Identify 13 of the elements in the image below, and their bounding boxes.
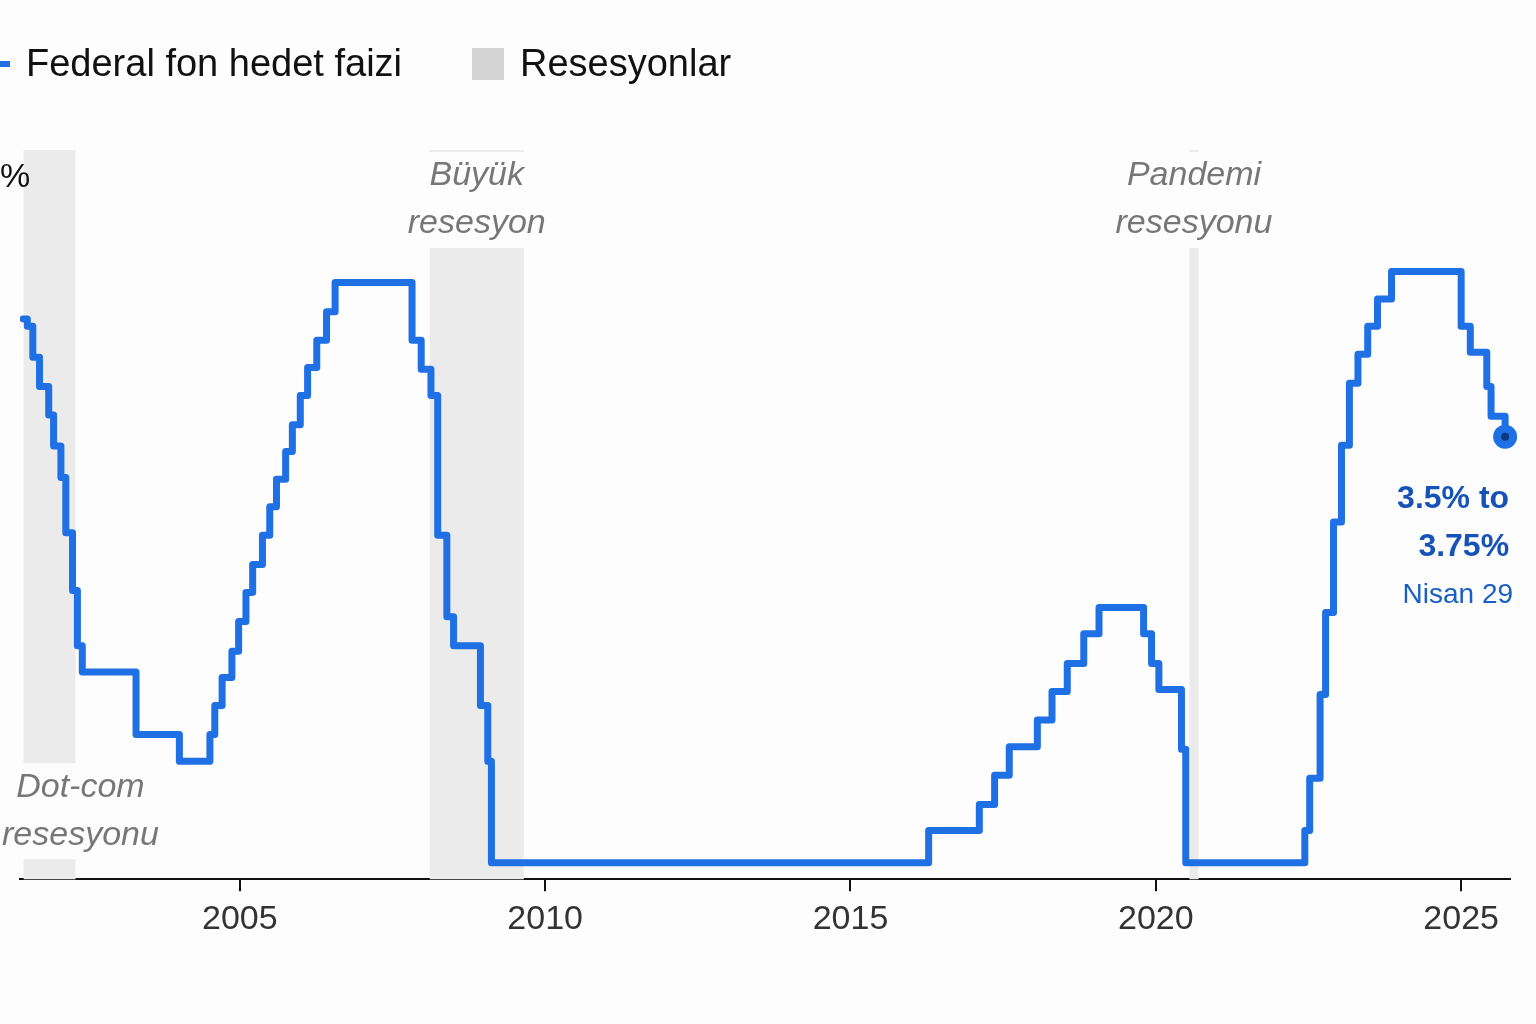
legend-label: Federal fon hedet faizi bbox=[26, 42, 403, 85]
band-label: Dot-com resesyonu bbox=[2, 765, 159, 852]
x-tick-label: 2010 bbox=[507, 897, 583, 936]
x-tick-label: 2020 bbox=[1118, 897, 1194, 936]
text: Resesyonlar bbox=[520, 42, 732, 85]
x-tick-label: 2015 bbox=[812, 897, 889, 936]
band-label: Büyük resesyon bbox=[407, 154, 546, 241]
band-label: Pandemi resesyonu bbox=[1115, 154, 1273, 241]
y-axis-title: % bbox=[0, 156, 31, 195]
annotation: Nisan 29 bbox=[1402, 577, 1514, 609]
annotation: 3.5% to 3.75% bbox=[1397, 478, 1510, 563]
x-tick-label: 2025 bbox=[1423, 897, 1499, 936]
x-tick-label: 2005 bbox=[202, 897, 278, 936]
